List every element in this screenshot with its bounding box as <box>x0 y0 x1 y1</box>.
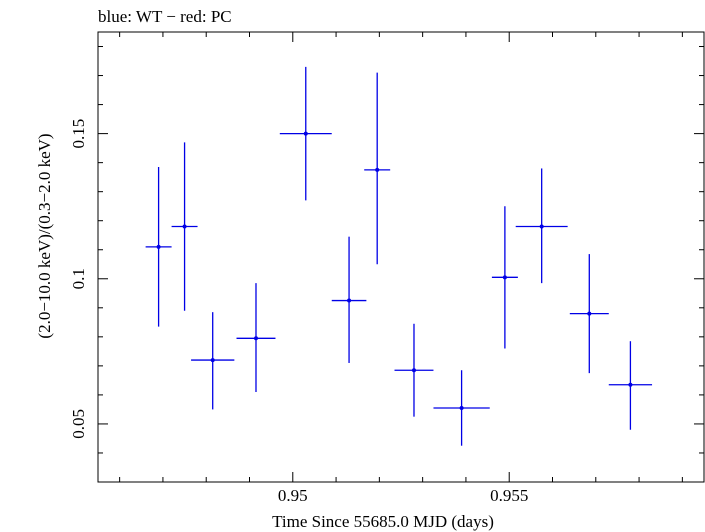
data-point <box>145 167 172 327</box>
y-tick-label: 0.15 <box>69 119 88 149</box>
point-marker <box>587 311 592 316</box>
point-marker <box>539 224 544 229</box>
y-tick-label: 0.1 <box>69 268 88 289</box>
point-marker <box>375 167 380 172</box>
data-point <box>191 312 235 410</box>
data-point <box>491 206 518 349</box>
plot-frame <box>97 31 705 483</box>
data-point <box>279 66 332 201</box>
point-marker <box>628 382 633 387</box>
point-marker <box>502 275 507 280</box>
point-marker <box>411 368 416 373</box>
data-point <box>171 142 198 311</box>
x-tick-label: 0.955 <box>490 486 528 505</box>
x-tick-label: 0.95 <box>278 486 308 505</box>
data-point <box>236 283 276 392</box>
point-marker <box>156 244 161 249</box>
data-point <box>569 254 609 374</box>
point-marker <box>459 405 464 410</box>
x-axis-label: Time Since 55685.0 MJD (days) <box>272 512 494 531</box>
y-tick-label: 0.05 <box>69 409 88 439</box>
data-point <box>331 236 367 363</box>
x-axis-tick-labels: 0.95 0.955 <box>278 486 528 505</box>
data-point <box>394 323 434 417</box>
point-marker <box>347 298 352 303</box>
data-series <box>145 66 653 446</box>
data-point <box>364 72 391 265</box>
data-point <box>608 341 653 430</box>
data-point <box>515 168 568 284</box>
chart-title: blue: WT − red: PC <box>98 7 232 26</box>
point-marker <box>303 131 308 136</box>
point-marker <box>253 336 258 341</box>
y-axis-ticks <box>98 46 704 483</box>
y-axis-label: (2.0−10.0 keV)/(0.3−2.0 keV) <box>35 133 54 338</box>
point-marker <box>210 358 215 363</box>
x-axis-ticks <box>119 32 683 482</box>
data-point <box>433 370 490 446</box>
point-marker <box>182 224 187 229</box>
y-axis-tick-labels: 0.05 0.1 0.15 <box>69 119 88 439</box>
